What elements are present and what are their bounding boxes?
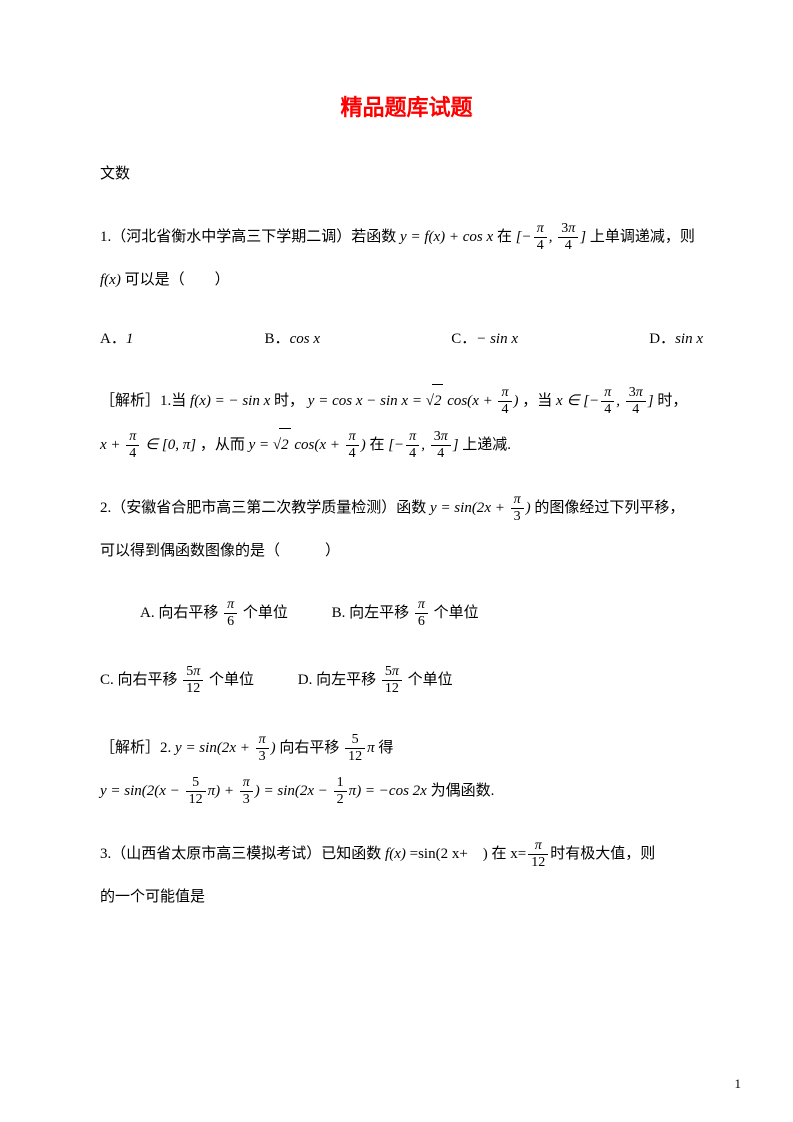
q1-opt-b: B．cos x [265,327,320,348]
q2-tail1: 的图像经过下列平移， [534,500,684,516]
q1-a2-expr3: [−π4, 3π4] [388,437,458,453]
q1-tail1: 上单调递减，则 [590,229,695,245]
q2-opt-b-tail: 个单位 [434,605,479,621]
q1-mid1: 在 [497,229,512,245]
q1-a-expr1: f(x) = − sin x [190,393,270,409]
q1-analysis-line2: x + π4 ∈ [0, π] ，从而 y = √2 cos(x + π4) 在… [100,428,713,462]
q2-analysis: ［解析］2. y = sin(2x + π3) 向右平移 512π 得 y = … [100,732,713,808]
question-2: 2.（安徽省合肥市高三第二次教学质量检测）函数 y = sin(2x + π3)… [100,492,713,568]
q2-prefix: 2.（安徽省合肥市高三第二次教学质量检测）函数 [100,500,426,516]
q2-analysis-line1: ［解析］2. y = sin(2x + π3) 向右平移 512π 得 [100,732,713,765]
q1-fx: f(x) [100,272,121,288]
q1-a-expr2: y = cos x − sin x = √2 cos(x + π4) [308,393,519,409]
page-number: 1 [735,1076,742,1092]
q2-opt-d-tail: 个单位 [408,672,453,688]
q1-analysis-label: ［解析］1.当 [100,393,186,409]
q1-a-mid1: 时， [274,393,304,409]
q2-opt-b-frac: π6 [415,598,428,629]
q3-mid2: 时有极大值，则 [550,846,655,862]
q3-frac: π12 [528,839,548,870]
q1-a-expr3: x ∈ [−π4, 3π4] [556,393,654,409]
q1-line1: 1.（河北省衡水中学高三下学期二调）若函数 y = f(x) + cos x 在… [100,221,713,254]
section-label: 文数 [100,162,713,183]
q1-a2-expr2: y = √2 cos(x + π4) [249,437,366,453]
q2-options-row2: C. 向右平移 5π12 个单位 D. 向左平移 5π12 个单位 [100,665,713,696]
q1-a2-mid2: 在 [369,437,384,453]
q1-a-mid3: 时， [657,393,687,409]
q1-analysis: ［解析］1.当 f(x) = − sin x 时， y = cos x − si… [100,384,713,462]
main-title: 精品题库试题 [100,90,713,122]
q1-analysis-line1: ［解析］1.当 f(x) = − sin x 时， y = cos x − si… [100,384,713,418]
q2-opt-c-frac: 5π12 [183,665,203,696]
q2-an2-expr: y = sin(2(x − 512π) + π3) = sin(2x − 12π… [100,783,427,799]
q1-expr: y = f(x) + cos x [400,229,493,245]
q2-an-frac: 512 [345,733,365,764]
q2-analysis-label: ［解析］2. [100,740,171,756]
q1-a2-mid1: ，从而 [200,437,245,453]
q1-line2: f(x) 可以是（ ） [100,264,713,297]
page: 精品题库试题 文数 1.（河北省衡水中学高三下学期二调）若函数 y = f(x)… [0,0,793,1122]
q2-opt-b-text: B. 向左平移 [332,605,410,621]
q1-a-mid2: ，当 [522,393,552,409]
question-1: 1.（河北省衡水中学高三下学期二调）若函数 y = f(x) + cos x 在… [100,221,713,297]
q1-opt-a: A．1 [100,327,133,348]
q2-opt-a-text: A. 向右平移 [140,605,218,621]
q2-opt-c: C. 向右平移 5π12 个单位 [100,665,254,696]
q2-opt-b: B. 向左平移 π6 个单位 [332,598,479,629]
q2-an-expr1: y = sin(2x + π3) [175,740,276,756]
q3-line1: 3.（山西省太原市高三模拟考试）已知函数 f(x) =sin(2 x+ ) 在 … [100,838,713,871]
q2-opt-c-tail: 个单位 [209,672,254,688]
q2-an2-tail: 为偶函数. [431,783,495,799]
q1-prefix: 1.（河北省衡水中学高三下学期二调）若函数 [100,229,396,245]
q1-tail2: 可以是（ ） [125,272,230,288]
q2-opt-d: D. 向左平移 5π12 个单位 [298,665,453,696]
question-3: 3.（山西省太原市高三模拟考试）已知函数 f(x) =sin(2 x+ ) 在 … [100,838,713,914]
q2-options-row1: A. 向右平移 π6 个单位 B. 向左平移 π6 个单位 [100,598,713,629]
q3-line2: 的一个可能值是 [100,881,713,914]
q1-a2-expr1: x + π4 ∈ [0, π] [100,437,196,453]
q2-an-mid2: 得 [378,740,393,756]
q1-interval: [−π4, 3π4] [516,229,586,245]
q2-opt-c-text: C. 向右平移 [100,672,178,688]
q1-a2-tail: 上递减. [462,437,511,453]
q1-opt-c: C．− sin x [451,327,518,348]
q2-opt-a-tail: 个单位 [243,605,288,621]
q2-opt-d-text: D. 向左平移 [298,672,376,688]
q1-options: A．1 B．cos x C．− sin x D．sin x [100,327,713,348]
q2-opt-d-frac: 5π12 [382,665,402,696]
q3-prefix: 3.（山西省太原市高三模拟考试）已知函数 [100,846,381,862]
q2-opt-a-frac: π6 [224,598,237,629]
q3-fx: f(x) [385,846,406,862]
q1-opt-d: D．sin x [649,327,703,348]
q3-mid1: =sin(2 x+ ) 在 x= [410,846,527,862]
q2-analysis-line2: y = sin(2(x − 512π) + π3) = sin(2x − 12π… [100,775,713,808]
q2-line2: 可以得到偶函数图像的是（ ） [100,535,713,568]
q2-an-mid1: 向右平移 [279,740,339,756]
q2-line1: 2.（安徽省合肥市高三第二次教学质量检测）函数 y = sin(2x + π3)… [100,492,713,525]
q2-expr: y = sin(2x + π3) [430,500,531,516]
q2-opt-a: A. 向右平移 π6 个单位 [140,598,288,629]
